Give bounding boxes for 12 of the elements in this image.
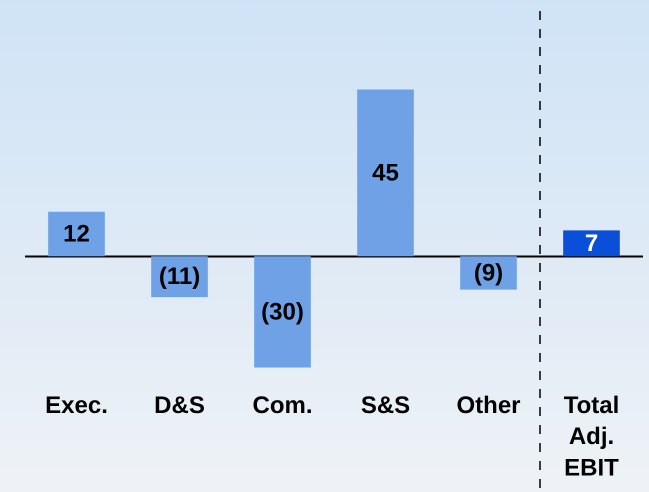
x-tick-label: Exec. (45, 392, 108, 419)
x-tick-label: D&S (154, 392, 205, 419)
data-label: 12 (63, 220, 90, 248)
x-tick-label: S&S (360, 392, 410, 419)
data-label: 45 (372, 159, 399, 186)
x-tick-label: Total Adj. EBIT (564, 392, 620, 482)
data-label: (11) (158, 263, 200, 290)
x-tick-label: Other (456, 392, 521, 419)
data-label: (9) (474, 259, 504, 286)
data-label: (30) (261, 298, 304, 326)
x-tick-label: Com. (252, 392, 312, 419)
data-label: 7 (584, 230, 598, 257)
